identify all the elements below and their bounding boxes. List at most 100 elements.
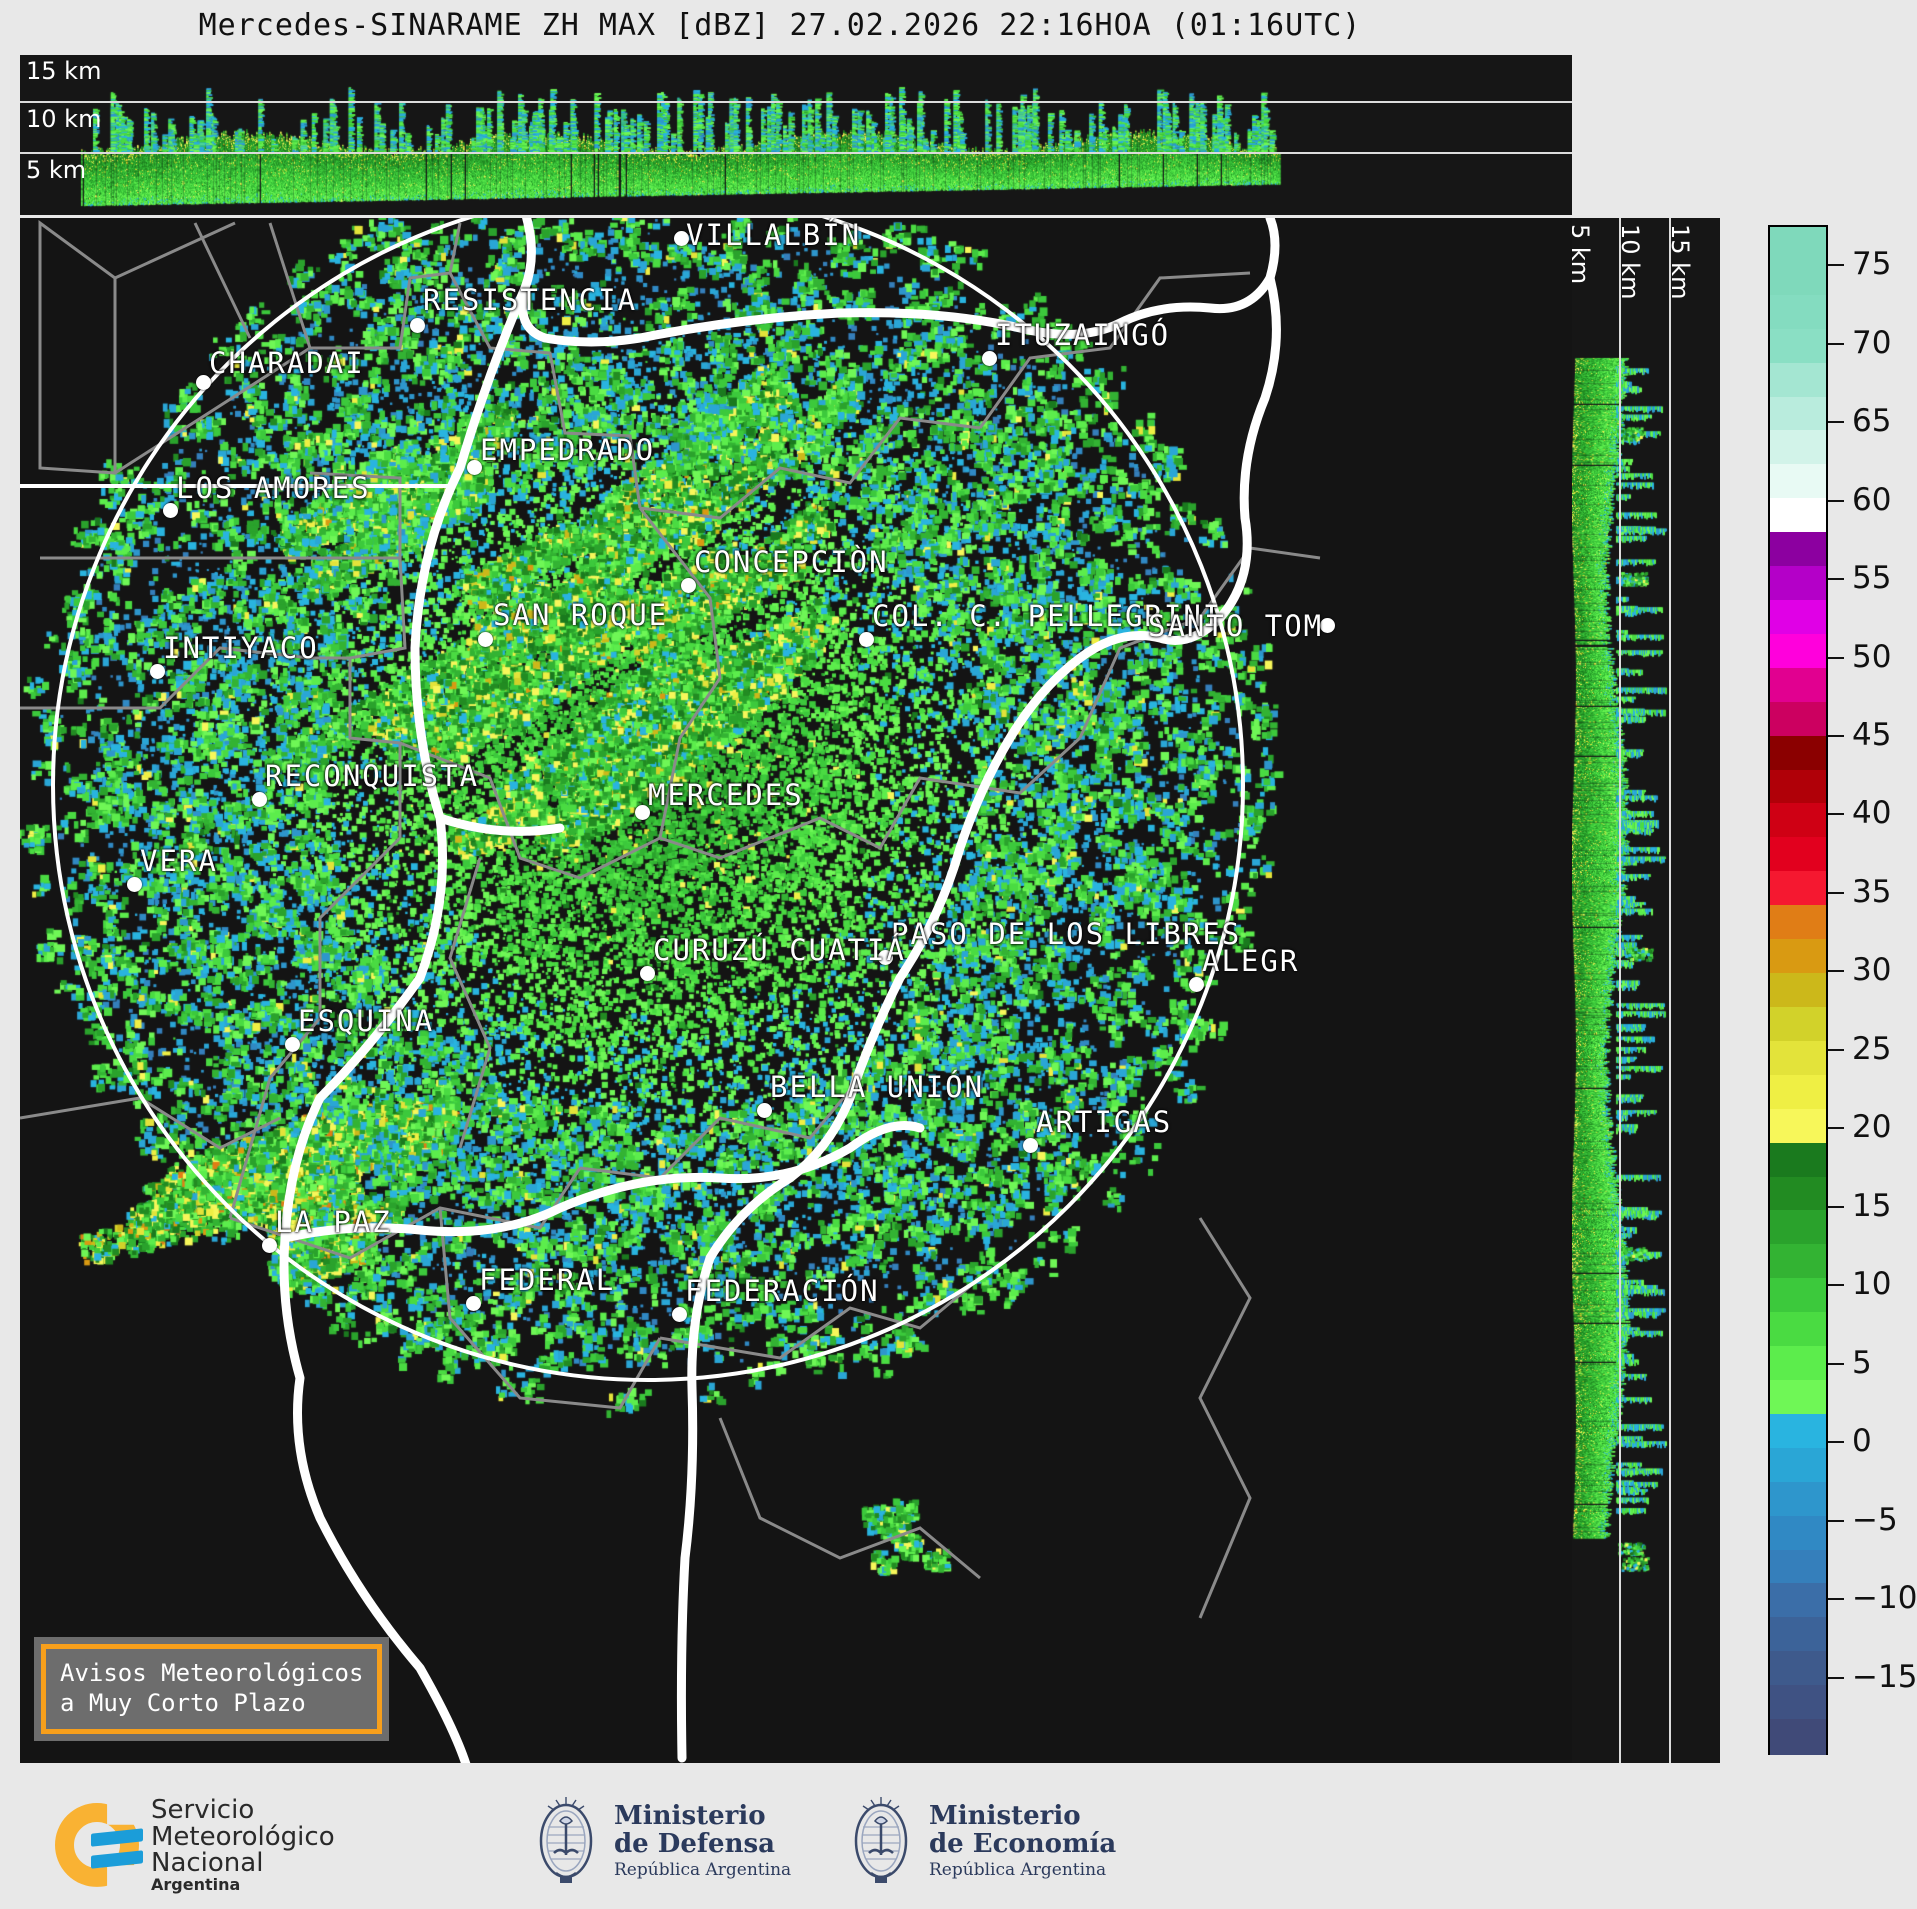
city-dot [1320,618,1335,633]
ys-line-5km [1619,218,1621,1763]
colorbar-segment [1770,1447,1826,1484]
river-network [279,218,1281,1763]
xs-line-10km [20,101,1572,103]
colorbar-tick [1828,342,1844,345]
colorbar-segment [1770,769,1826,806]
colorbar-segment [1770,973,1826,1009]
colorbar-segment [1770,430,1826,467]
colorbar-segment [1770,1006,1826,1043]
colorbar-tick-label: 50 [1852,638,1892,675]
colorbar-segment [1770,464,1826,501]
warning-box[interactable]: Avisos Meteorológicos a Muy Corto Plazo [34,1637,390,1741]
colorbar-segment [1770,1074,1826,1111]
colorbar-tick-label: 45 [1852,717,1892,753]
xs-line-5km [20,152,1572,154]
ys-label-15km: 15 km [1666,224,1694,300]
colorbar-tick-label: 65 [1852,403,1892,440]
colorbar-segment [1770,566,1826,602]
city-dot [681,578,696,593]
colorbar-tick [1828,499,1844,502]
colorbar-tick-label: 75 [1852,246,1892,283]
admin-boundaries [20,220,1321,1619]
colorbar-segment [1770,1040,1826,1077]
smn-wordmark: Servicio Meteorológico Nacional Argentin… [151,1797,335,1893]
colorbar-segment [1770,1346,1826,1382]
top-cross-section-panel: 15 km 10 km 5 km [20,55,1572,215]
colorbar-tick-label: 5 [1852,1344,1872,1381]
colorbar-segment [1770,939,1826,975]
colorbar-tick-label: 40 [1852,795,1892,832]
city-dot [262,1238,277,1253]
city-dot [127,877,142,892]
city-dot [285,1037,300,1052]
smn-logo: Servicio Meteorológico Nacional Argentin… [55,1797,335,1893]
colorbar-tick-label: 70 [1852,324,1892,361]
warning-line-1: Avisos Meteorológicos [60,1659,364,1687]
colorbar-tick-label: 10 [1852,1266,1892,1303]
smn-line-4: Argentina [151,1874,241,1894]
colorbar-segment [1770,1108,1826,1145]
colorbar-segment [1770,1617,1826,1654]
colorbar-segment [1770,1583,1826,1620]
colorbar-tick-label: −5 [1852,1501,1898,1538]
xs-label-10km: 10 km [26,105,102,133]
colorbar-segment [1770,1413,1826,1450]
colorbar-segment [1770,633,1826,670]
radar-range-rings [20,218,1245,1382]
radar-echo-canvas [20,218,1572,1763]
city-dot [1023,1138,1038,1153]
radar-map-panel[interactable]: VILLALBÍN RESISTENCIA ITUZAINGÓ CHARADAI EMP… [20,218,1572,1763]
colorbar-segment [1770,1312,1826,1348]
city-dot [252,792,267,807]
colorbar-segment [1770,532,1826,568]
footer-logos: Servicio Meteorológico Nacional Argentin… [0,1775,1917,1909]
colorbar-tick [1828,1441,1844,1444]
xs-label-5km: 5 km [26,156,87,184]
colorbar-tick [1828,421,1844,424]
city-dot [635,805,650,820]
colorbar-tick [1828,970,1844,973]
city-dot [163,503,178,518]
colorbar-tick-label: 25 [1852,1030,1892,1067]
right-cross-section-canvas [1572,218,1720,1763]
colorbar-segment [1770,1278,1826,1314]
top-cross-section-canvas [20,55,1572,215]
colorbar-segment [1770,1719,1826,1755]
colorbar-segment [1770,1176,1826,1213]
colorbar-tick [1828,1598,1844,1601]
colorbar-tick [1828,891,1844,894]
city-dot [757,1103,772,1118]
colorbar-segment [1770,227,1826,263]
ys-label-5km: 5 km [1572,224,1594,285]
colorbar-tick-label: 20 [1852,1109,1892,1146]
colorbar-tick [1828,1284,1844,1287]
ministry-economia-line-1: Ministerio [929,1800,1081,1831]
colorbar-gradient [1768,225,1828,1755]
colorbar-tick-label: 55 [1852,560,1892,597]
city-dot [672,1307,687,1322]
colorbar-segment [1770,803,1826,840]
colorbar-tick [1828,1676,1844,1679]
argentina-coat-of-arms-icon-2 [854,1797,908,1883]
city-dot [982,351,997,366]
city-dot [196,375,211,390]
colorbar-tick [1828,1519,1844,1522]
smn-line-1: Servicio [151,1795,255,1825]
colorbar: 75 70 65 60 55 50 45 40 35 30 25 20 15 10 5 0 −5 −10 −15 [1768,225,1917,1755]
colorbar-segment [1770,837,1826,874]
ys-label-10km: 10 km [1616,224,1644,300]
colorbar-tick-label: 0 [1852,1423,1872,1460]
colorbar-segment [1770,1481,1826,1518]
ministry-economia-wordmark: Ministerio de Economía República Argenti… [929,1802,1116,1880]
argentina-coat-of-arms-icon [539,1797,593,1883]
colorbar-tick [1828,735,1844,737]
ministry-defensa-line-2: de Defensa [614,1829,775,1859]
colorbar-segment [1770,362,1826,399]
city-dot [674,231,689,246]
city-dot [466,1296,481,1311]
ministry-economia-line-2: de Economía [929,1829,1117,1859]
ministry-economia-logo: Ministerio de Economía República Argenti… [845,1795,1116,1887]
colorbar-segment [1770,1244,1826,1281]
page-title: Mercedes-SINARAME ZH MAX [dBZ] 27.02.202… [198,8,1362,43]
colorbar-segment [1770,1549,1826,1586]
